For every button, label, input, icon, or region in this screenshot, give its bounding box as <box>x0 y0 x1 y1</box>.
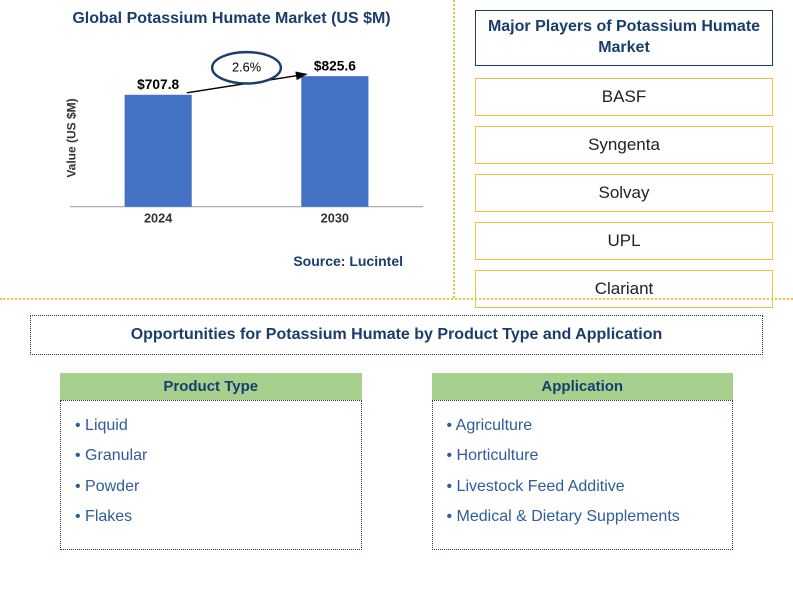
bar-chart-svg: $707.8 2024 $825.6 2030 2.6% <box>60 43 433 233</box>
player-item: Clariant <box>475 270 773 308</box>
player-item: UPL <box>475 222 773 260</box>
player-item: BASF <box>475 78 773 116</box>
svg-text:$707.8: $707.8 <box>137 77 179 92</box>
chart-title: Global Potassium Humate Market (US $M) <box>30 10 433 28</box>
chart-area: Value (US $M) $707.8 2024 $825.6 2030 2.6% <box>60 43 433 233</box>
opportunity-column: ApplicationAgricultureHorticultureLivest… <box>432 373 734 550</box>
players-title: Major Players of Potassium Humate Market <box>475 10 773 66</box>
opportunities-title: Opportunities for Potassium Humate by Pr… <box>30 315 763 355</box>
players-list: BASF Syngenta Solvay UPL Clariant <box>475 78 773 308</box>
opportunity-column: Product TypeLiquidGranularPowderFlakes <box>60 373 362 550</box>
player-item: Syngenta <box>475 126 773 164</box>
opportunity-list-item: Powder <box>75 472 347 502</box>
chart-panel: Global Potassium Humate Market (US $M) V… <box>0 0 455 298</box>
svg-text:2024: 2024 <box>144 210 173 225</box>
opportunity-column-header: Application <box>432 373 734 400</box>
svg-text:2030: 2030 <box>321 210 349 225</box>
opportunities-columns: Product TypeLiquidGranularPowderFlakesAp… <box>30 373 763 550</box>
y-axis-label: Value (US $M) <box>65 98 79 177</box>
source-label: Source: Lucintel <box>30 253 433 269</box>
top-section: Global Potassium Humate Market (US $M) V… <box>0 0 793 300</box>
svg-text:$825.6: $825.6 <box>314 58 356 73</box>
opportunity-list-item: Granular <box>75 441 347 471</box>
opportunity-list-item: Livestock Feed Additive <box>447 472 719 502</box>
opportunity-list-item: Medical & Dietary Supplements <box>447 502 719 532</box>
opportunity-list-item: Liquid <box>75 411 347 441</box>
opportunity-column-header: Product Type <box>60 373 362 400</box>
opportunity-list-item: Horticulture <box>447 441 719 471</box>
svg-text:2.6%: 2.6% <box>232 60 261 75</box>
bottom-section: Opportunities for Potassium Humate by Pr… <box>0 300 793 565</box>
opportunity-list: AgricultureHorticultureLivestock Feed Ad… <box>432 400 734 550</box>
opportunity-list-item: Flakes <box>75 502 347 532</box>
player-item: Solvay <box>475 174 773 212</box>
players-panel: Major Players of Potassium Humate Market… <box>455 0 793 298</box>
opportunity-list-item: Agriculture <box>447 411 719 441</box>
opportunity-list: LiquidGranularPowderFlakes <box>60 400 362 550</box>
